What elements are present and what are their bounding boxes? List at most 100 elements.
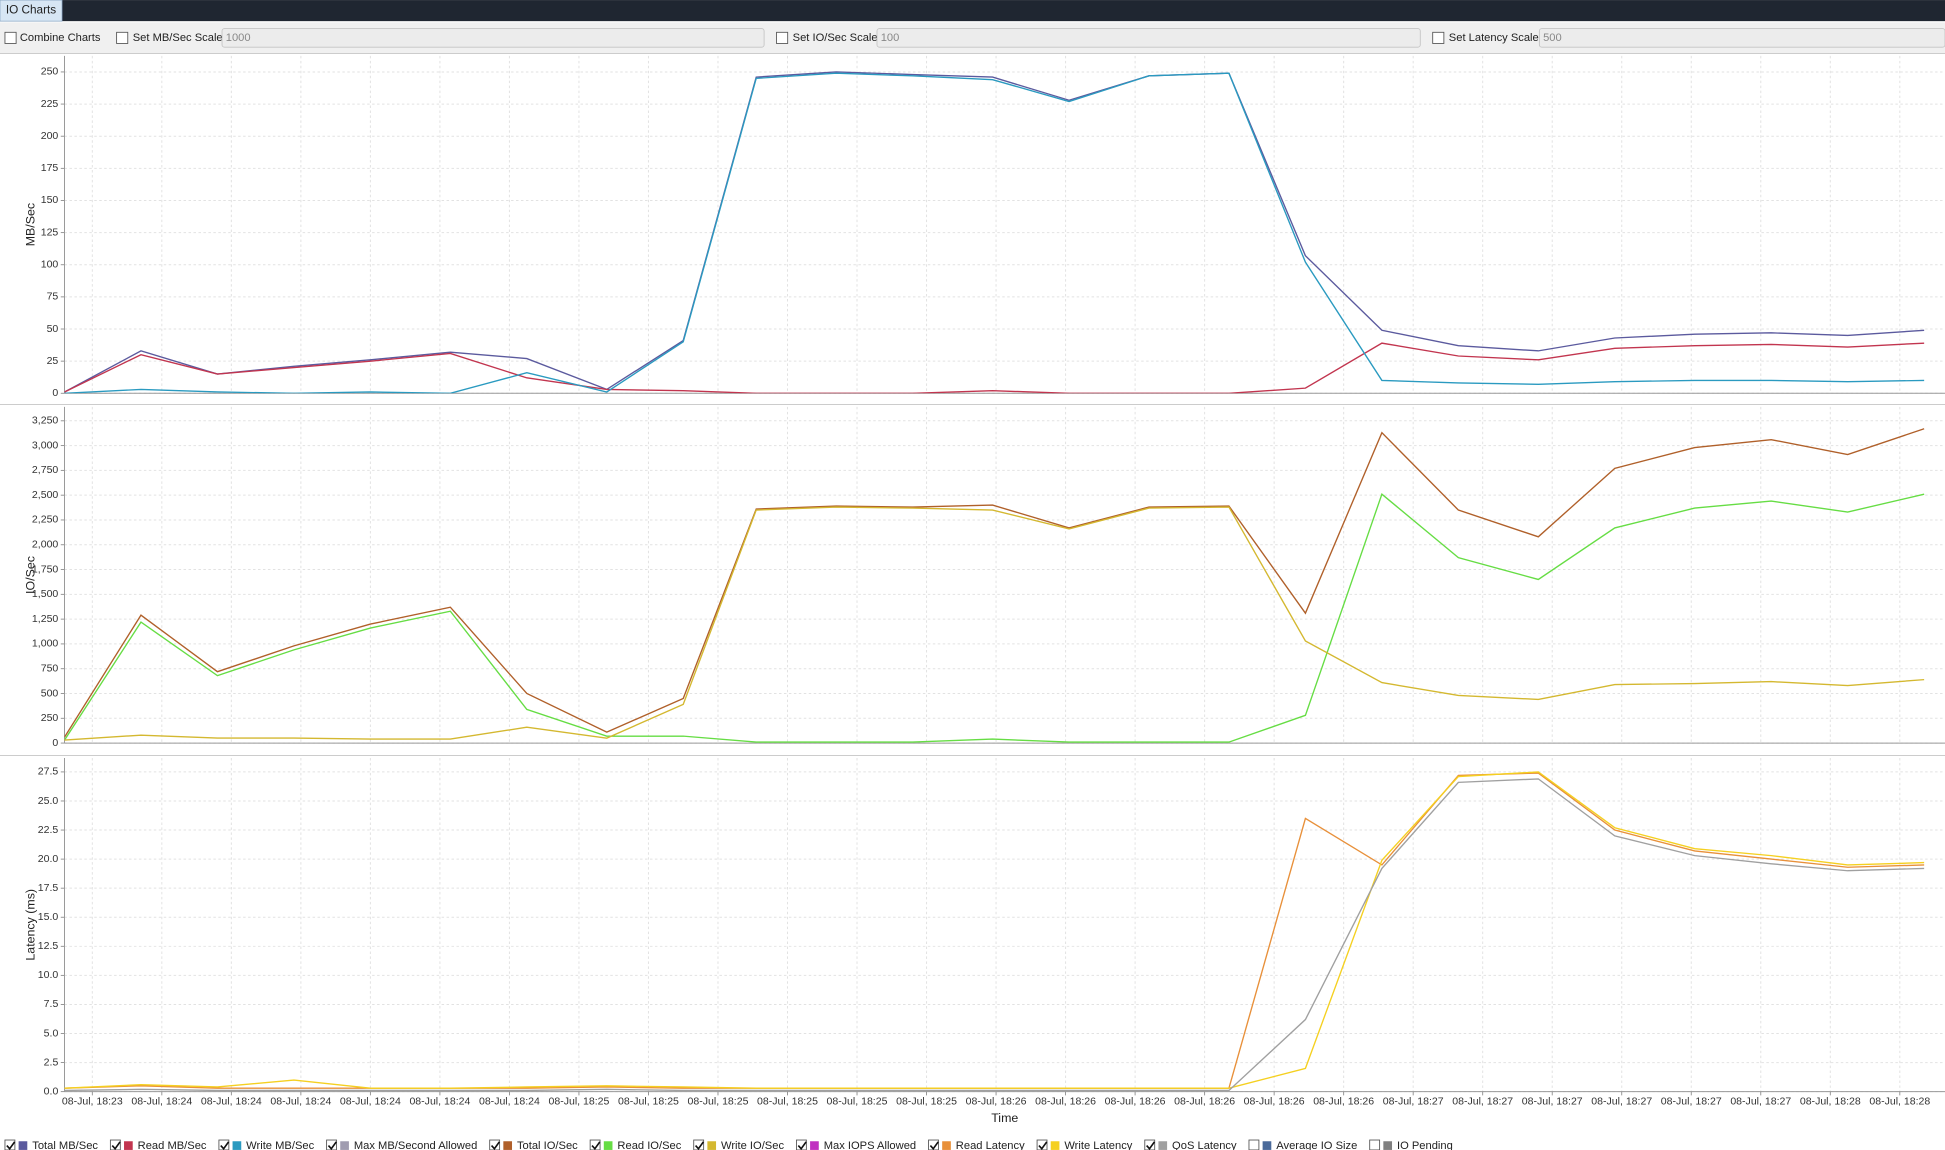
y-tick-label: 0 [52,387,58,399]
legend-swatch [503,1141,513,1150]
x-tick-label: 08-Jul, 18:25 [896,1095,957,1107]
input-value[interactable]: 100 [881,32,900,44]
y-tick-label: 5.0 [44,1027,59,1039]
x-tick-label: 08-Jul, 18:24 [409,1095,470,1107]
y-tick-label: 20.0 [38,853,59,865]
checkbox[interactable] [4,31,17,44]
y-axis-label: Latency (ms) [23,889,37,961]
x-tick-label: 08-Jul, 18:28 [1869,1095,1930,1107]
series-line [64,71,1925,393]
legend-swatch [1050,1141,1060,1150]
x-tick-label: 08-Jul, 18:26 [1035,1095,1096,1107]
text-input[interactable] [221,28,765,48]
input-value[interactable]: 1000 [226,32,251,44]
check-mark [929,1141,939,1150]
x-tick-label: 08-Jul, 18:27 [1522,1095,1583,1107]
y-tick-label: 10.0 [38,969,59,981]
checkbox-label[interactable]: Combine Charts [20,32,101,44]
y-tick-label: 22.5 [38,824,59,836]
text-input[interactable] [1538,28,1945,48]
y-tick-label: 500 [41,687,59,699]
text-input[interactable] [876,28,1421,48]
legend-label: IO Pending [1397,1140,1453,1150]
legend-swatch [1158,1141,1168,1150]
y-tick-label: 2,250 [32,514,58,526]
series-line [64,506,1925,741]
legend-label: Average IO Size [1276,1140,1357,1150]
legend-label: Read MB/Sec [138,1140,207,1150]
y-tick-label: 7.5 [44,998,59,1010]
legend-label: Write Latency [1064,1140,1132,1150]
legend-label: Write MB/Sec [246,1140,314,1150]
x-tick-label: 08-Jul, 18:26 [1174,1095,1235,1107]
input-value[interactable]: 500 [1543,32,1562,44]
legend-label: QoS Latency [1172,1140,1237,1150]
x-tick-label: 08-Jul, 18:27 [1591,1095,1652,1107]
x-tick-label: 08-Jul, 18:25 [757,1095,818,1107]
y-tick-label: 0 [52,737,58,749]
tab-label[interactable]: IO Charts [6,4,56,17]
legend-swatch [1383,1141,1393,1150]
y-axis-label: IO/Sec [23,556,37,594]
y-axis-label: MB/Sec [23,203,37,246]
legend-swatch [1262,1141,1272,1150]
legend-swatch [603,1141,613,1150]
check-mark [220,1141,230,1150]
legend-label: Total IO/Sec [517,1140,578,1150]
checkbox[interactable] [116,31,129,44]
legend-label: Max MB/Second Allowed [354,1140,477,1150]
y-tick-label: 27.5 [38,766,59,778]
x-tick-label: 08-Jul, 18:26 [1105,1095,1166,1107]
x-tick-label: 08-Jul, 18:24 [201,1095,262,1107]
legend-checkbox [1248,1139,1260,1150]
y-tick-label: 15.0 [38,911,59,923]
legend-label: Read IO/Sec [617,1140,681,1150]
legend-swatch [18,1141,28,1150]
check-mark [1038,1141,1048,1150]
x-axis-label: Time [991,1111,1018,1125]
x-tick-label: 08-Jul, 18:27 [1730,1095,1791,1107]
checkbox-label[interactable]: Set MB/Sec Scale [133,32,223,44]
y-tick-label: 100 [41,259,59,271]
series-line [64,72,1925,394]
y-tick-label: 1,500 [32,588,58,600]
y-tick-label: 25.0 [38,795,59,807]
y-tick-label: 1,000 [32,638,58,650]
x-tick-label: 08-Jul, 18:24 [479,1095,540,1107]
series-line [64,771,1925,1089]
y-tick-label: 225 [41,98,59,110]
y-tick-label: 175 [41,162,59,174]
tab-bar [0,0,1945,22]
legend-swatch [707,1141,717,1150]
legend-swatch [340,1141,349,1150]
y-tick-label: 2,750 [32,464,58,476]
x-tick-label: 08-Jul, 18:25 [549,1095,610,1107]
y-tick-label: 125 [41,226,59,238]
series-line [64,428,1925,738]
x-tick-label: 08-Jul, 18:26 [1313,1095,1374,1107]
x-tick-label: 08-Jul, 18:27 [1452,1095,1513,1107]
legend-swatch [124,1141,133,1150]
check-mark [591,1141,601,1150]
tab[interactable] [0,0,63,22]
y-tick-label: 1,750 [32,563,58,575]
y-tick-label: 50 [47,323,59,335]
y-tick-label: 2,500 [32,489,58,501]
x-tick-label: 08-Jul, 18:25 [618,1095,679,1107]
checkbox[interactable] [1432,31,1445,44]
checkbox-label[interactable]: Set Latency Scale [1449,32,1539,44]
check-mark [6,1141,16,1150]
check-mark [797,1141,807,1150]
checkbox-label[interactable]: Set IO/Sec Scale [793,32,878,44]
y-tick-label: 250 [41,66,59,78]
x-tick-label: 08-Jul, 18:26 [1244,1095,1305,1107]
check-mark [327,1141,337,1150]
checkbox[interactable] [776,31,789,44]
x-tick-label: 08-Jul, 18:25 [827,1095,888,1107]
y-tick-label: 0.0 [44,1085,59,1097]
y-tick-label: 1,250 [32,613,58,625]
series-line [64,493,1925,743]
x-tick-label: 08-Jul, 18:24 [131,1095,192,1107]
y-tick-label: 2,000 [32,539,58,551]
